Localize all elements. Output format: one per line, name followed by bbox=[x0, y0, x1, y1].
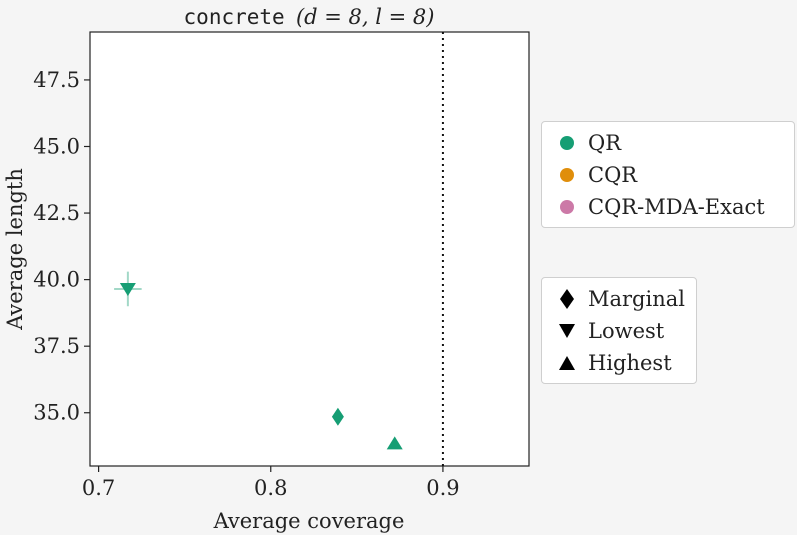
legend-item-lowest: Lowest bbox=[554, 315, 696, 347]
x-tick-label: 0.8 bbox=[254, 476, 287, 500]
plot-area bbox=[89, 31, 530, 467]
data-point-qr-marginal bbox=[331, 407, 344, 426]
triangle-down-icon bbox=[559, 324, 575, 338]
chart-axes: 0.7 0.8 0.9 35.0 37.5 40.0 42.5 45.0 47.5 bbox=[33, 68, 459, 500]
qr-color-swatch bbox=[560, 136, 574, 150]
y-tick-label: 35.0 bbox=[33, 401, 80, 425]
cqr-mda-exact-color-swatch bbox=[560, 200, 574, 214]
cqr-color-swatch bbox=[560, 168, 574, 182]
color-legend: QR CQR CQR-MDA-Exact bbox=[541, 121, 795, 228]
y-tick-label: 47.5 bbox=[33, 68, 80, 92]
x-axis-label: Average coverage bbox=[213, 509, 405, 533]
legend-label: CQR-MDA-Exact bbox=[588, 195, 765, 219]
data-point-qr-highest bbox=[386, 436, 403, 450]
y-tick-label: 42.5 bbox=[33, 201, 80, 225]
y-tick-label: 45.0 bbox=[33, 134, 80, 158]
chart-title-dataset: concrete bbox=[184, 5, 285, 29]
legend-label: Highest bbox=[588, 351, 672, 375]
y-tick-label: 40.0 bbox=[33, 268, 80, 292]
chart-title: concrete (d = 8, l = 8) bbox=[184, 5, 435, 29]
chart-title-params: (d = 8, l = 8) bbox=[296, 5, 435, 29]
y-tick-label: 37.5 bbox=[33, 334, 80, 358]
triangle-up-icon bbox=[559, 356, 575, 370]
legend-item-highest: Highest bbox=[554, 347, 696, 379]
legend-label: Lowest bbox=[588, 319, 665, 343]
marker-legend: Marginal Lowest Highest bbox=[541, 277, 697, 384]
legend-item-cqr: CQR bbox=[554, 159, 794, 191]
x-tick-label: 0.9 bbox=[426, 476, 459, 500]
y-axis-label: Average length bbox=[3, 168, 27, 331]
chart-marks bbox=[114, 32, 444, 466]
x-tick-label: 0.7 bbox=[82, 476, 115, 500]
legend-label: Marginal bbox=[588, 287, 685, 311]
data-point-qr-lowest bbox=[119, 282, 136, 296]
legend-item-qr: QR bbox=[554, 127, 794, 159]
diamond-icon bbox=[560, 289, 574, 309]
legend-label: CQR bbox=[588, 163, 638, 187]
legend-label: QR bbox=[588, 131, 622, 155]
legend-item-cqr-mda-exact: CQR-MDA-Exact bbox=[554, 191, 794, 223]
legend-item-marginal: Marginal bbox=[554, 283, 696, 315]
